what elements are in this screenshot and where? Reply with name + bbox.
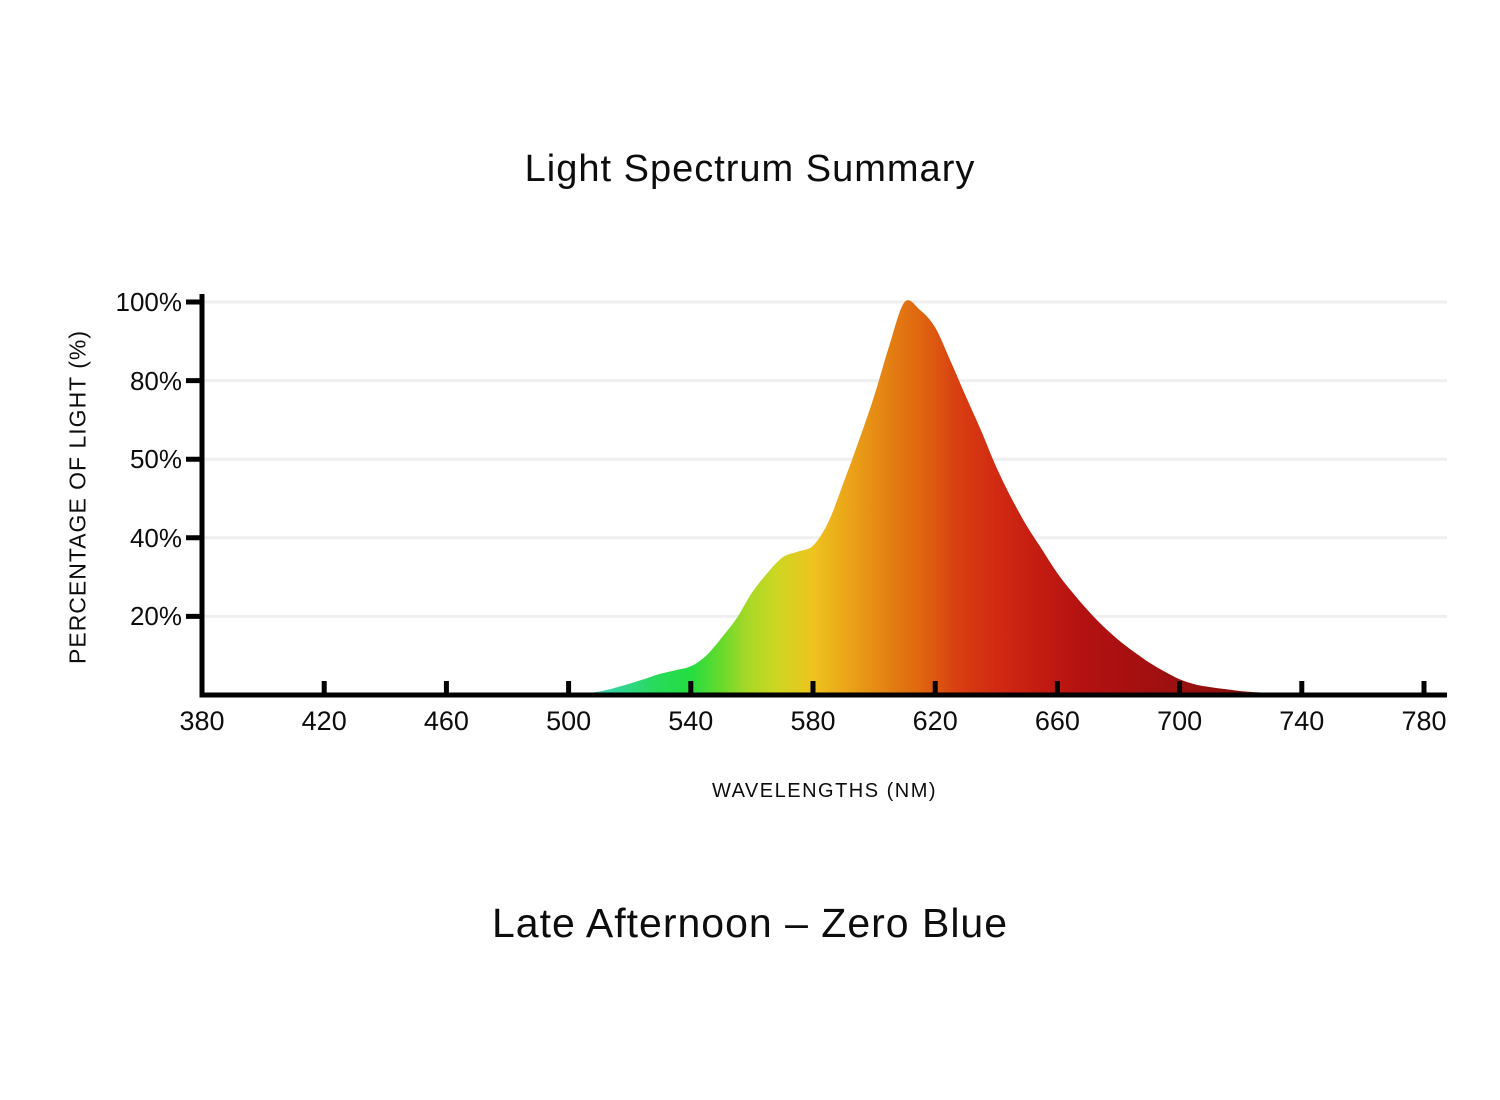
x-tick-label: 780 xyxy=(1401,706,1447,736)
x-tick-label: 700 xyxy=(1157,706,1203,736)
y-ticks xyxy=(186,299,204,619)
y-tick-label: 80% xyxy=(129,365,182,396)
y-tick-label: 50% xyxy=(129,444,182,475)
chart-title: Light Spectrum Summary xyxy=(524,148,976,190)
spectrum-area xyxy=(577,300,1302,695)
x-tick-label: 380 xyxy=(179,706,225,736)
x-tick-label: 660 xyxy=(1034,706,1080,736)
x-tick-label: 580 xyxy=(790,706,836,736)
y-tick-label: 40% xyxy=(129,522,182,553)
x-tick-label: 740 xyxy=(1279,706,1325,736)
x-tick-label: 540 xyxy=(668,706,714,736)
y-tick-label: 100% xyxy=(115,287,183,317)
axes xyxy=(199,294,1447,698)
x-tick-label: 620 xyxy=(912,706,958,736)
x-tick-label: 460 xyxy=(423,706,469,736)
x-ticks xyxy=(199,681,1427,695)
x-axis-title: WAVELENGTHS (NM) xyxy=(711,780,938,802)
x-tick-label: 500 xyxy=(546,706,592,736)
y-tick-label: 20% xyxy=(129,601,182,632)
chart-subtitle: Late Afternoon – Zero Blue xyxy=(491,900,1009,946)
x-tick-label: 420 xyxy=(301,706,347,736)
